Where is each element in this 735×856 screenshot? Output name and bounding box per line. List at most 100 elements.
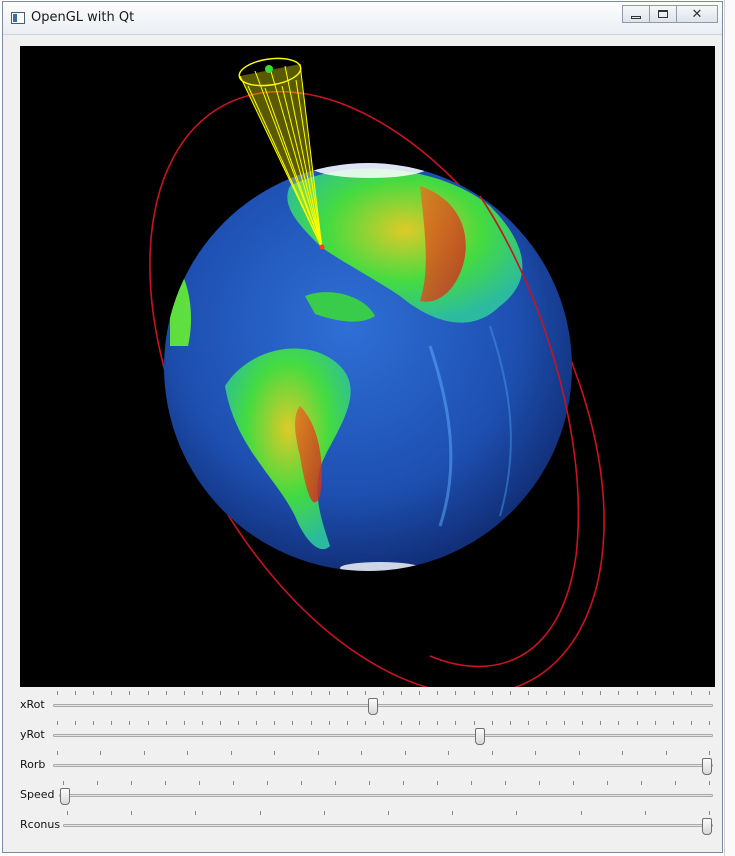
slider-tick — [644, 811, 646, 815]
slider-tick — [274, 751, 276, 755]
slider-tick — [403, 781, 404, 785]
slider-tick — [165, 781, 166, 785]
slider-tick — [618, 691, 620, 695]
slider-tick — [97, 781, 98, 785]
slider-tick — [672, 721, 674, 725]
slider-handle[interactable] — [702, 758, 712, 775]
slider-tick — [709, 751, 710, 755]
slider-tick — [618, 721, 620, 725]
xrot-slider[interactable] — [53, 688, 713, 718]
slider-tick — [100, 751, 102, 755]
slider-tick — [233, 781, 234, 785]
slider-tick — [129, 721, 131, 725]
slider-tick — [364, 721, 366, 725]
slider-tick — [383, 721, 384, 725]
slider-tick — [187, 751, 189, 755]
slider-tick — [195, 811, 197, 815]
slider-tick — [238, 691, 240, 695]
slider-tick — [346, 721, 348, 725]
slider-tick — [388, 811, 389, 815]
yrot-slider[interactable] — [53, 718, 713, 748]
slider-tick — [323, 811, 325, 815]
slider-row-rorb: Rorb — [3, 748, 722, 778]
title-bar[interactable]: OpenGL with Qt ✕ — [3, 2, 722, 35]
slider-tick — [199, 781, 200, 785]
slider-tick — [516, 811, 518, 815]
slider-tick — [491, 691, 493, 695]
rorb-slider[interactable] — [53, 748, 713, 778]
slider-tick — [183, 721, 185, 725]
slider-tick — [600, 721, 602, 725]
slider-tick — [473, 691, 475, 695]
slider-tick — [607, 781, 608, 785]
slider-tick — [437, 691, 439, 695]
window-title: OpenGL with Qt — [31, 10, 135, 25]
app-window: OpenGL with Qt ✕ — [2, 1, 723, 853]
orbit-path-front — [429, 195, 580, 668]
slider-tick — [292, 691, 294, 695]
slider-tick — [147, 691, 149, 695]
slider-tick — [564, 721, 566, 725]
background-edge — [724, 0, 735, 856]
slider-tick — [709, 691, 710, 695]
earth-globe — [164, 163, 572, 571]
rconus-slider[interactable] — [63, 808, 713, 838]
minimize-icon — [631, 15, 641, 19]
slider-handle[interactable] — [702, 818, 712, 835]
slider-tick — [578, 751, 580, 755]
slider-tick — [665, 751, 667, 755]
slider-tick — [57, 751, 58, 755]
slider-label: yRot — [20, 728, 45, 741]
slider-tick — [335, 781, 336, 785]
slider-tick — [256, 691, 258, 695]
slider-tick — [256, 721, 258, 725]
maximize-icon — [658, 10, 668, 18]
slider-tick — [57, 721, 58, 725]
speed-slider[interactable] — [59, 778, 713, 808]
slider-tick — [111, 721, 113, 725]
slider-tick — [147, 721, 149, 725]
opengl-viewport[interactable] — [20, 46, 715, 687]
slider-tick — [471, 781, 472, 785]
slider-tick — [129, 691, 131, 695]
slider-row-speed: Speed — [3, 778, 722, 808]
slider-tick — [143, 751, 145, 755]
slider-tick — [573, 781, 574, 785]
slider-tick — [317, 751, 319, 755]
slider-handle[interactable] — [60, 788, 70, 805]
slider-row-xrot: xRot — [3, 688, 722, 718]
window-app-icon[interactable] — [11, 12, 25, 24]
slider-label: Speed — [20, 788, 55, 801]
slider-tick — [622, 751, 624, 755]
minimize-button[interactable] — [622, 5, 650, 23]
slider-tick — [448, 751, 450, 755]
slider-tick — [452, 811, 454, 815]
slider-tick — [165, 691, 167, 695]
slider-tick — [67, 811, 68, 815]
maximize-button[interactable] — [649, 5, 677, 23]
globe-scene — [149, 57, 605, 687]
slider-tick — [401, 691, 403, 695]
slider-label: xRot — [20, 698, 45, 711]
slider-handle[interactable] — [368, 698, 379, 715]
slider-tick — [93, 691, 95, 695]
window-controls: ✕ — [622, 5, 718, 25]
slider-tick — [383, 691, 384, 695]
slider-tick — [636, 721, 638, 725]
slider-tick — [267, 781, 268, 785]
slider-tick — [580, 811, 582, 815]
slider-tick — [201, 691, 203, 695]
slider-tick — [220, 721, 221, 725]
slider-tick — [361, 751, 363, 755]
slider-tick — [369, 781, 370, 785]
slider-tick — [230, 751, 232, 755]
close-button[interactable]: ✕ — [676, 5, 718, 23]
slider-tick — [582, 691, 584, 695]
slider-tick — [75, 721, 77, 725]
slider-tick — [238, 721, 240, 725]
slider-handle[interactable] — [475, 728, 486, 745]
slider-tick — [690, 691, 692, 695]
slider-tick — [259, 811, 261, 815]
slider-row-rconus: Rconus — [3, 808, 722, 838]
slider-tick — [527, 721, 529, 725]
